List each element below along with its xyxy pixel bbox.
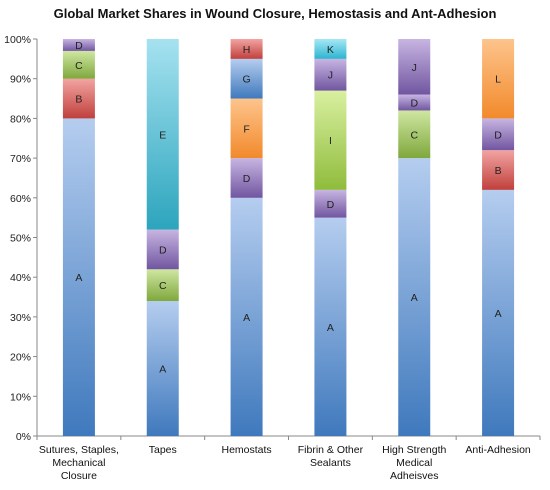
segment-label: A [159,364,166,376]
segment-label: A [243,312,250,324]
bar-segment [230,197,263,436]
bar-segment [230,39,263,59]
y-tick-label: 70% [10,153,31,165]
bar-segment [230,158,263,198]
y-tick-label: 0% [16,431,31,443]
bar-segment [230,58,263,99]
y-tick-label: 30% [10,312,31,324]
segment-label: H [243,44,251,56]
segment-label: A [411,292,418,304]
bar-segment [146,269,179,302]
category-label: High Strength Medical Adheisves [382,444,446,482]
bar-segment [146,39,179,230]
bar-segment [146,301,179,436]
bar-segment [398,39,431,95]
bar-segment [314,90,347,190]
bar-segment [62,78,95,119]
y-tick-label: 20% [10,352,31,364]
category-label: Tapes [149,444,177,456]
segment-label: E [159,129,166,141]
bar-segment [314,39,347,59]
segment-label: C [410,129,418,141]
bar-segment [314,189,347,218]
segment-label: D [75,40,83,52]
segment-label: L [495,74,501,86]
segment-label: A [495,308,502,320]
segment-label: B [75,94,82,106]
segment-label: D [494,129,502,141]
bar-segment [62,50,95,79]
bar-segment [62,39,95,51]
bar-segment [482,39,515,119]
segment-label: I [329,135,332,147]
bar-segment [314,58,347,91]
bar-segment [398,110,431,159]
segment-label: D [410,98,418,110]
bar-segment [62,118,95,437]
category-label: Fibrin & Other Sealants [298,444,364,469]
segment-label: A [75,272,82,284]
y-tick-label: 40% [10,272,31,284]
y-tick-label: 50% [10,233,31,245]
segment-label: D [159,244,167,256]
y-tick-label: 100% [4,34,31,46]
bar-segment [230,98,263,159]
category-label: Sutures, Staples, Mechanical Closure [39,444,119,482]
chart-title: Global Market Shares in Wound Closure, H… [53,6,497,21]
segment-label: K [327,44,334,56]
bars [62,39,515,437]
axes: 0% 10% 20% 30% 40% 50% 60% 70% 80% 90% 100% [4,34,541,443]
category-label: Anti-Adhesion [465,444,531,456]
bar-segment [482,189,515,436]
category-label: Hemostats [221,444,271,456]
bar-segment [146,229,179,270]
segment-label: C [159,280,167,292]
segment-label: D [243,173,251,185]
y-tick-label: 80% [10,113,31,125]
bar-segment [398,158,431,436]
y-tick-label: 60% [10,193,31,205]
bar-segment [482,118,515,151]
segment-label: J [412,62,417,74]
bar-segment [314,217,347,436]
segment-label: D [327,199,335,211]
y-tick-label: 90% [10,74,31,86]
segment-label: C [75,60,83,72]
bar-segment [398,94,431,111]
segment-label: A [327,322,334,334]
y-tick-label: 10% [10,391,31,403]
bar-segment [482,150,515,190]
segment-label: F [243,123,249,135]
segment-label: J [328,70,333,82]
segment-label: G [242,74,250,86]
segment-label: B [495,165,502,177]
